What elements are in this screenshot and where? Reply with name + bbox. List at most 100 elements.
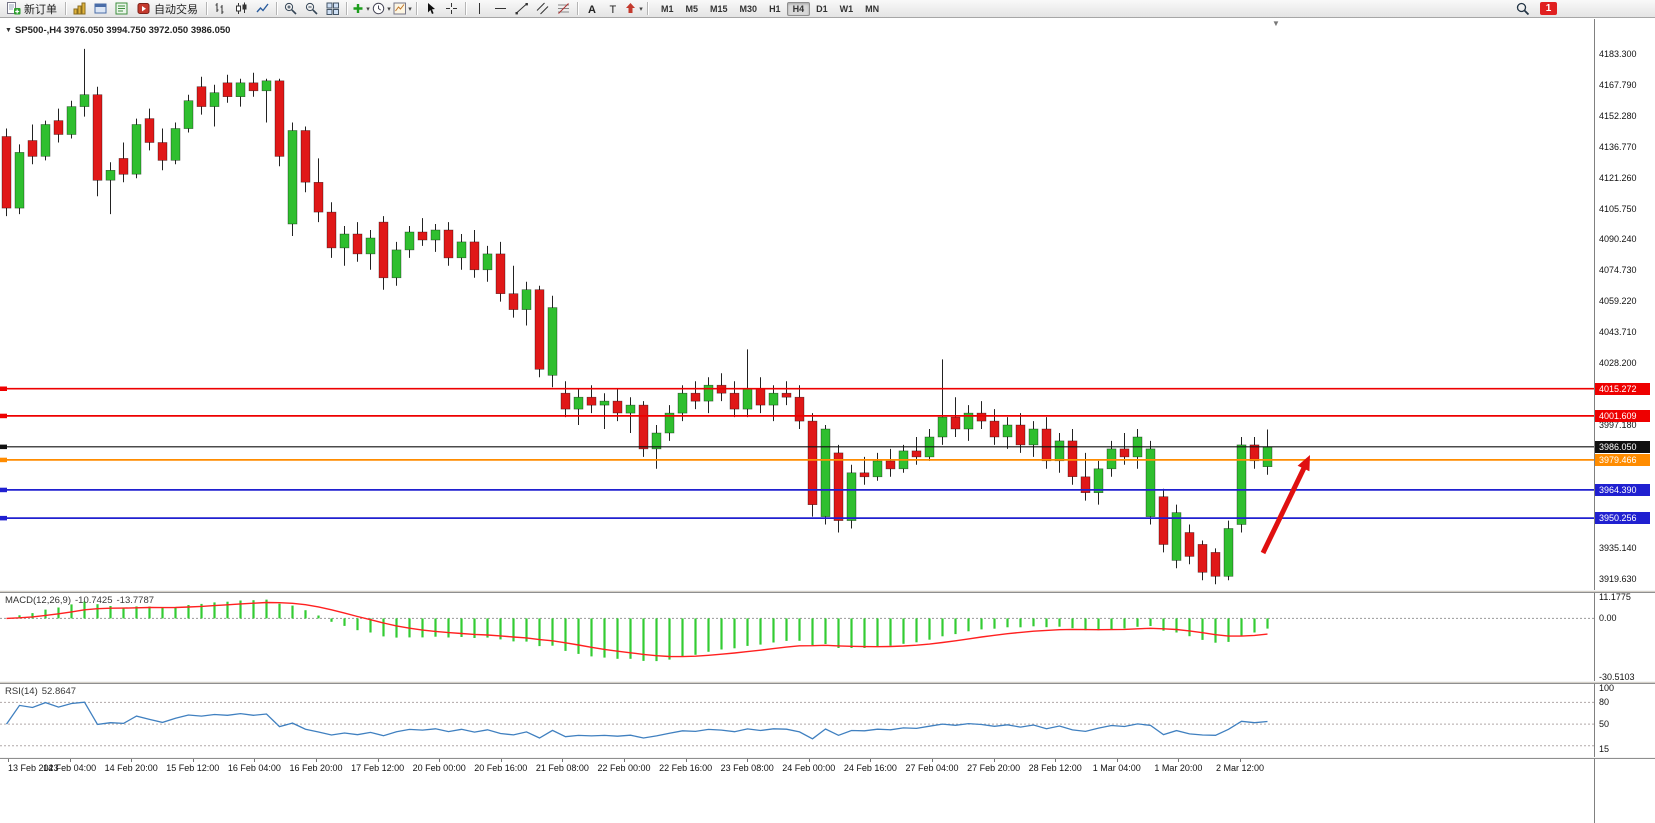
candlestick-chart[interactable]	[0, 19, 1594, 590]
candle-body	[222, 82, 233, 97]
candle-body	[885, 460, 896, 470]
annotation-arrow-shaft[interactable]	[1260, 466, 1307, 555]
panel-separator[interactable]	[0, 757, 1655, 759]
chart-title: ▼ SP500-,H4 3976.050 3994.750 3972.050 3…	[5, 25, 230, 36]
support-2-anchor	[0, 515, 7, 521]
candle-body	[339, 233, 350, 249]
timeframe-h4-button[interactable]: H4	[786, 1, 811, 16]
macd-axis-label: 11.1775	[1599, 592, 1631, 602]
new-order-button[interactable]: 新订单	[2, 1, 62, 17]
time-axis-tick	[439, 759, 441, 762]
candle-body	[820, 428, 831, 517]
crosshair-button[interactable]	[441, 1, 462, 17]
timeframe-m15-button[interactable]: M15	[710, 3, 728, 14]
toolbar: 新订单 自动交易 ▾ ▾ ▾ A T ▾ M1 M5 M15 M30 H1 H4 D1 W1 MN 1	[0, 0, 1655, 18]
time-axis-label: 16 Feb 20:00	[289, 763, 343, 773]
candle-body	[352, 233, 363, 255]
candle-body	[859, 472, 870, 478]
candle-body	[27, 140, 38, 157]
vertical-line-button[interactable]	[469, 1, 490, 17]
indicators-button[interactable]: ▾	[350, 1, 371, 17]
channel-button[interactable]	[532, 1, 553, 17]
candle-body	[508, 293, 519, 310]
timeframe-m1-button[interactable]: M1	[661, 3, 674, 14]
candle-body	[664, 412, 675, 434]
main-chart[interactable]: ▼ SP500-,H4 3976.050 3994.750 3972.050 3…	[0, 19, 1594, 590]
time-axis-label: 24 Feb 16:00	[843, 763, 897, 773]
timeframe-d1-button[interactable]: D1	[816, 3, 828, 14]
horizontal-line-button[interactable]	[490, 1, 511, 17]
timeframe-h1-button[interactable]: H1	[769, 3, 781, 14]
price-axis-label: 4059.220	[1599, 296, 1637, 307]
cursor-button[interactable]	[420, 1, 441, 17]
candle-body	[66, 106, 77, 135]
candle-body	[1119, 448, 1130, 458]
rsi-chart	[0, 701, 1594, 747]
timeframe-m5-button[interactable]: M5	[685, 3, 699, 14]
charts-button[interactable]	[69, 1, 90, 17]
candle-body	[274, 80, 285, 157]
price-axis-label: 4152.280	[1599, 111, 1637, 122]
charts-icon	[73, 2, 87, 15]
zoom-out-button[interactable]	[301, 1, 322, 17]
time-axis-tick	[316, 759, 317, 762]
arrows-button[interactable]: ▾	[623, 1, 644, 17]
dropdown-caret-icon[interactable]: ▾	[408, 5, 412, 13]
tile-windows-button[interactable]	[322, 1, 343, 17]
bar-chart-icon	[214, 2, 228, 15]
candle-body	[430, 229, 441, 241]
panel-separator[interactable]	[0, 590, 1655, 593]
zoom-in-button[interactable]	[280, 1, 301, 17]
time-axis-tick	[1055, 759, 1057, 762]
rsi-axis[interactable]: 100 80 50 15	[1594, 683, 1655, 757]
candle-body	[1054, 440, 1065, 462]
market-watch-button[interactable]	[111, 1, 132, 17]
time-axis-label: 15 Feb 12:00	[166, 763, 220, 773]
rsi-axis-label: 15	[1599, 744, 1610, 755]
price-axis[interactable]: 4183.300 4167.790 4152.280 4136.770 4121.260…	[1594, 19, 1655, 590]
candle-body	[1002, 424, 1013, 438]
time-axis-tick	[1116, 759, 1118, 762]
bar-chart-button[interactable]	[210, 1, 231, 17]
search-icon[interactable]	[1512, 1, 1533, 17]
text-label-button[interactable]: T	[602, 1, 623, 17]
text-button[interactable]: A	[581, 1, 602, 17]
time-axis-tick	[808, 759, 810, 762]
time-axis[interactable]: 13 Feb 2023 14 Feb 04:00 14 Feb 20:00 15 Fe…	[0, 759, 1594, 777]
notification-badge[interactable]: 1	[1540, 2, 1557, 15]
dropdown-caret-icon[interactable]: ▾	[366, 5, 370, 13]
annotation-arrow-head[interactable]	[1297, 455, 1310, 472]
time-axis-label: 16 Feb 04:00	[227, 763, 281, 773]
time-axis-label: 21 Feb 08:00	[535, 763, 589, 773]
chart-shift-marker[interactable]: ▼	[1272, 19, 1280, 28]
timeframe-w1-button[interactable]: W1	[839, 3, 854, 14]
candle-body	[1223, 528, 1234, 577]
candle-body	[300, 130, 311, 183]
candlestick-chart-button[interactable]	[231, 1, 252, 17]
timeframe-m30-button[interactable]: M30	[739, 3, 758, 14]
profiles-button[interactable]	[90, 1, 111, 17]
timeframe-mn-button[interactable]: MN	[865, 3, 880, 14]
candle-body	[391, 249, 402, 279]
candle-body	[196, 86, 207, 107]
candle-body	[755, 388, 766, 406]
templates-button[interactable]: ▾	[392, 1, 413, 17]
dropdown-caret-icon[interactable]: ▾	[387, 5, 391, 13]
chart-expand-arrow[interactable]: ▼	[5, 27, 12, 34]
panel-separator[interactable]	[0, 681, 1655, 684]
macd-axis[interactable]: 11.1775 0.00 -30.5103	[1594, 592, 1655, 682]
price-badge-3979.466: 3979.466	[1595, 453, 1650, 466]
periods-button[interactable]: ▾	[371, 1, 392, 17]
time-axis-label: 20 Feb 00:00	[412, 763, 466, 773]
new-order-icon	[7, 2, 21, 15]
candle-body	[703, 384, 714, 402]
price-axis-label: 3935.140	[1599, 543, 1637, 554]
text-label-icon: T	[606, 2, 620, 15]
fibonacci-button[interactable]	[553, 1, 574, 17]
trendline-button[interactable]	[511, 1, 532, 17]
auto-trading-button[interactable]: 自动交易	[132, 1, 203, 17]
line-chart-button[interactable]	[252, 1, 273, 17]
dropdown-caret-icon[interactable]: ▾	[639, 5, 643, 13]
time-axis-label: 14 Feb 20:00	[104, 763, 158, 773]
svg-text:A: A	[588, 4, 596, 15]
